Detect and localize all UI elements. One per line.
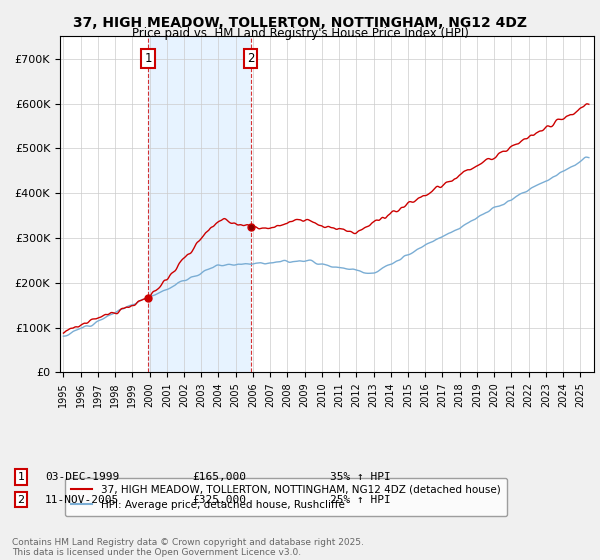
Text: 11-NOV-2005: 11-NOV-2005 bbox=[45, 494, 119, 505]
Legend: 37, HIGH MEADOW, TOLLERTON, NOTTINGHAM, NG12 4DZ (detached house), HPI: Average : 37, HIGH MEADOW, TOLLERTON, NOTTINGHAM, … bbox=[65, 478, 506, 516]
Text: 25% ↑ HPI: 25% ↑ HPI bbox=[330, 494, 391, 505]
Text: 35% ↑ HPI: 35% ↑ HPI bbox=[330, 472, 391, 482]
Text: 2: 2 bbox=[247, 52, 254, 66]
Text: £165,000: £165,000 bbox=[192, 472, 246, 482]
Text: 37, HIGH MEADOW, TOLLERTON, NOTTINGHAM, NG12 4DZ: 37, HIGH MEADOW, TOLLERTON, NOTTINGHAM, … bbox=[73, 16, 527, 30]
Text: Price paid vs. HM Land Registry's House Price Index (HPI): Price paid vs. HM Land Registry's House … bbox=[131, 27, 469, 40]
Text: 03-DEC-1999: 03-DEC-1999 bbox=[45, 472, 119, 482]
Text: 1: 1 bbox=[17, 472, 25, 482]
Text: £325,000: £325,000 bbox=[192, 494, 246, 505]
Text: 1: 1 bbox=[145, 52, 152, 66]
Text: 2: 2 bbox=[17, 494, 25, 505]
Text: Contains HM Land Registry data © Crown copyright and database right 2025.
This d: Contains HM Land Registry data © Crown c… bbox=[12, 538, 364, 557]
Bar bbox=[148, 36, 251, 372]
